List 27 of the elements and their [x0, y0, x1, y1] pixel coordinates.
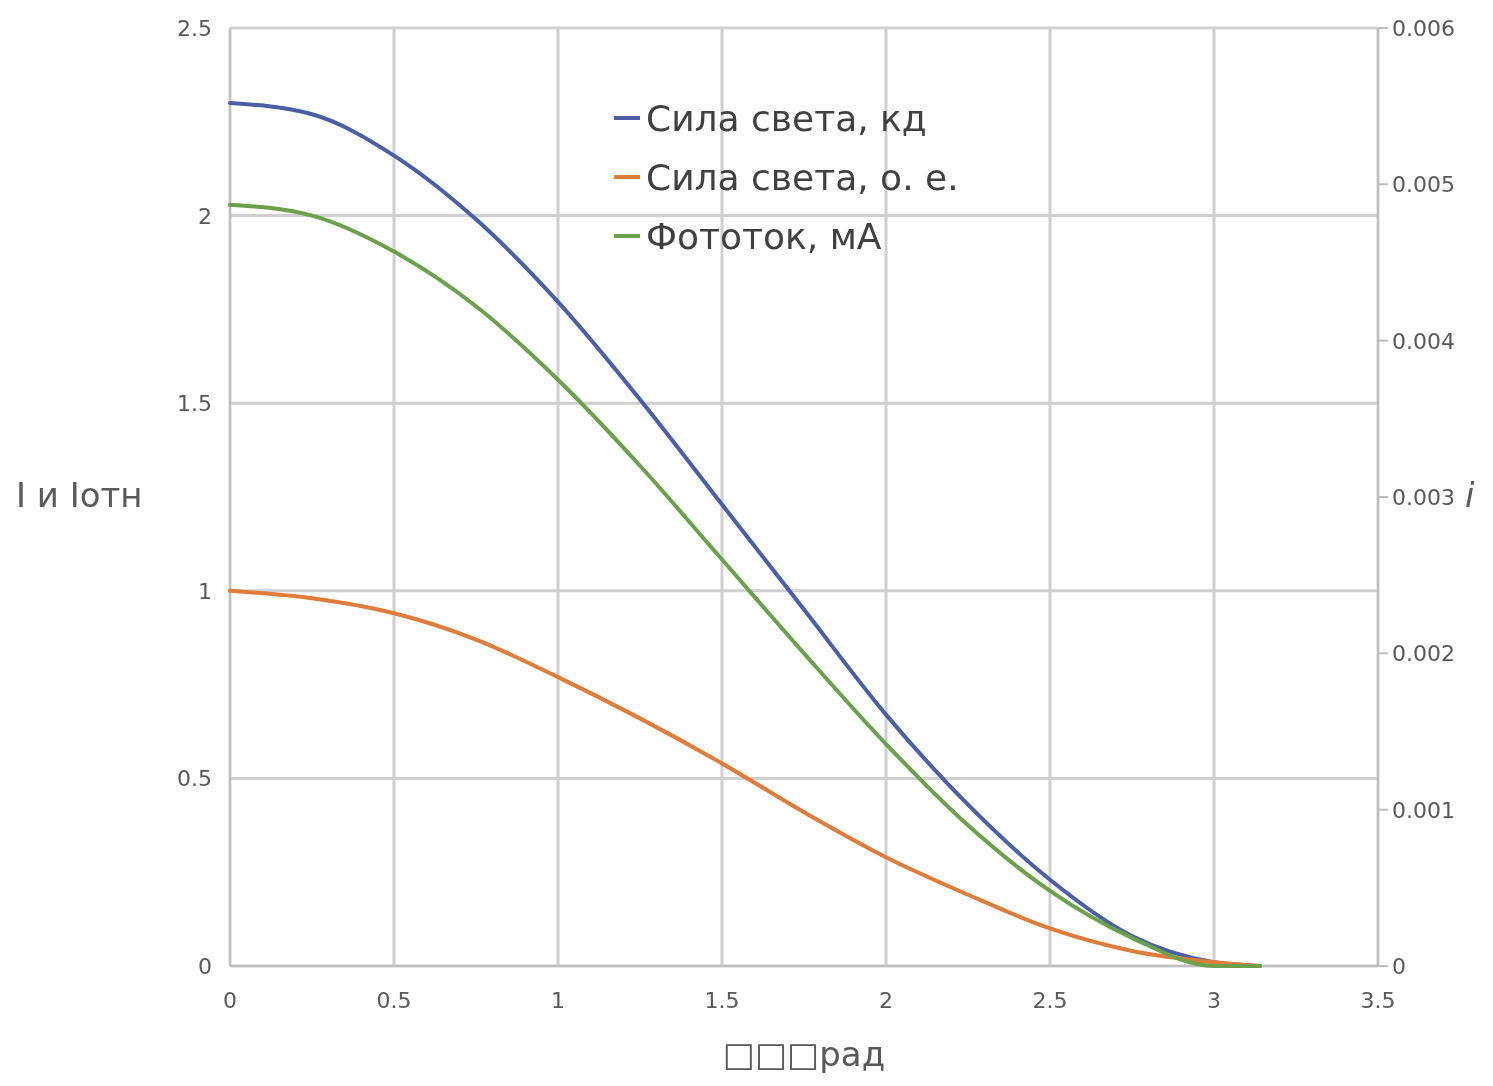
x-tick-label: 3.5 — [1360, 988, 1396, 1013]
x-tick-label: 3 — [1207, 988, 1221, 1013]
x-tick-label: 0 — [223, 988, 237, 1013]
legend-label: Фототок, мА — [646, 216, 882, 257]
x-axis-title: □□□рад — [722, 1034, 886, 1074]
y-tick-label: 0 — [198, 954, 212, 979]
y2-axis-title: i — [1465, 475, 1475, 515]
y2-tick-label: 0.003 — [1392, 485, 1455, 510]
y2-tick-label: 0.001 — [1392, 797, 1455, 823]
x-tick-label: 1 — [551, 988, 565, 1013]
y2-tick-label: 0 — [1392, 954, 1406, 979]
x-tick-label: 1.5 — [704, 988, 740, 1013]
x-tick-label: 2 — [879, 988, 893, 1013]
y-tick-label: 1.5 — [177, 391, 212, 417]
legend-label: Сила света, кд — [646, 98, 927, 139]
legend-label: Сила света, о. е. — [646, 157, 959, 198]
x-tick-label: 2.5 — [1032, 988, 1068, 1013]
y2-tick-label: 0.006 — [1392, 16, 1455, 41]
y-tick-label: 2.5 — [177, 16, 212, 41]
y-tick-label: 0.5 — [177, 766, 212, 792]
y2-tick-label: 0.004 — [1392, 328, 1455, 354]
y2-tick-label: 0.002 — [1392, 641, 1455, 667]
y-tick-label: 1 — [198, 578, 212, 604]
x-tick-label: 0.5 — [376, 988, 412, 1013]
y-tick-label: 2 — [198, 203, 212, 229]
y-axis-title: I и Iотн — [16, 475, 143, 515]
y2-tick-label: 0.005 — [1392, 172, 1455, 198]
